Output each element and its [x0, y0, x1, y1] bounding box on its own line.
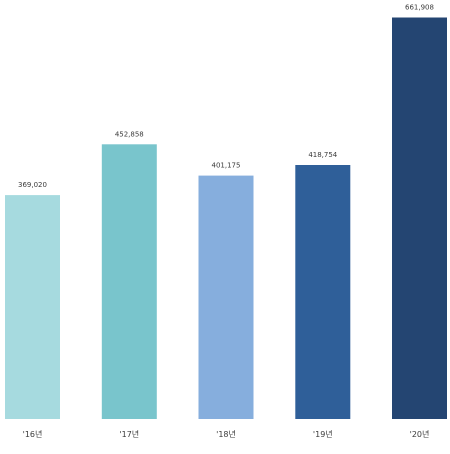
bar-4 [392, 17, 447, 419]
x-tick-label-4: '20년 [410, 429, 430, 439]
value-label-2: 401,175 [212, 162, 241, 170]
x-axis-tick-labels: '16년 '17년 '18년 '19년 '20년 [23, 429, 430, 439]
bars-group [5, 17, 447, 420]
value-label-4: 661,908 [405, 4, 434, 12]
bar-3 [295, 165, 351, 419]
x-tick-label-1: '17년 [119, 429, 139, 439]
x-tick-label-2: '18년 [216, 429, 236, 439]
x-tick-label-0: '16년 [23, 429, 43, 439]
value-label-0: 369,020 [18, 181, 47, 189]
value-labels-group: 369,020 452,858 401,175 418,754 661,908 [18, 4, 434, 190]
bar-2 [198, 175, 254, 419]
x-tick-label-3: '19년 [313, 429, 333, 439]
value-label-3: 418,754 [308, 151, 337, 159]
bar-1 [101, 144, 157, 420]
value-label-1: 452,858 [115, 130, 144, 138]
bar-0 [5, 195, 60, 419]
